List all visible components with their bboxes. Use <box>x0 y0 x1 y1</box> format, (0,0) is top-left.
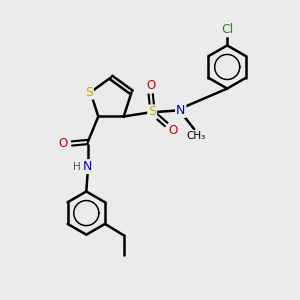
Text: CH₃: CH₃ <box>186 131 205 141</box>
Text: H: H <box>73 162 80 172</box>
Text: S: S <box>85 86 93 99</box>
Text: N: N <box>176 104 185 117</box>
Text: N: N <box>83 160 92 173</box>
Text: S: S <box>148 106 156 118</box>
Text: O: O <box>146 80 155 92</box>
Text: O: O <box>169 124 178 137</box>
Text: Cl: Cl <box>221 23 233 36</box>
Text: O: O <box>58 137 68 150</box>
